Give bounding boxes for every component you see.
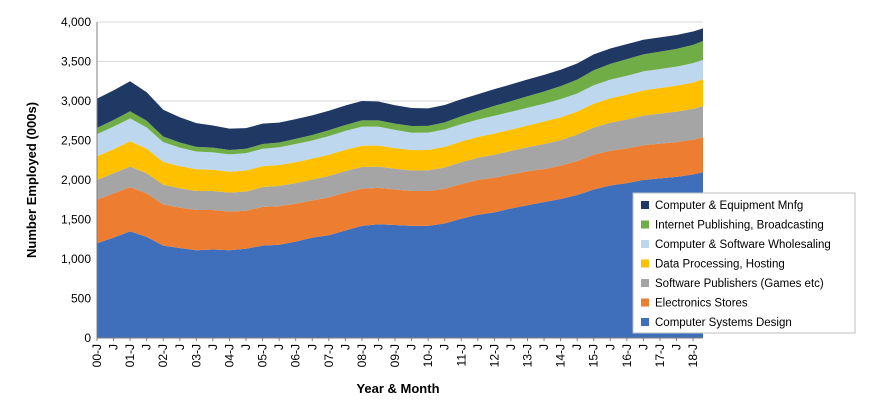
y-tick-label: 3,500 — [61, 55, 91, 69]
x-tick-label: J — [570, 344, 584, 350]
y-tick-labels: 0 500 1,000 1,500 2,000 2,500 3,000 3,500 4,000 — [61, 15, 91, 345]
area-series-3 — [97, 79, 703, 193]
x-tick-label: J — [636, 344, 650, 350]
x-tick-label: 00-J — [90, 344, 104, 367]
y-tick-label: 4,000 — [61, 15, 91, 29]
x-tick-label: J — [305, 344, 319, 350]
area-series-6 — [97, 28, 703, 150]
x-tick-label: 13-J — [520, 344, 534, 367]
legend-label: Internet Publishing, Broadcasting — [655, 220, 824, 232]
y-tick-label: 500 — [71, 292, 91, 306]
x-tick-label: 14-J — [554, 344, 568, 367]
x-tick-label: J — [670, 344, 684, 350]
y-tick-label: 1,000 — [61, 252, 91, 266]
x-tick-label: J — [504, 344, 518, 350]
legend-box — [632, 192, 856, 334]
x-tick-label: J — [338, 344, 352, 350]
x-tick-label: J — [173, 344, 187, 350]
x-tick-label: 02-J — [156, 344, 170, 367]
x-tick-label: J — [272, 344, 286, 350]
x-tick-label: J — [140, 344, 154, 350]
x-tick-label: 01-J — [123, 344, 137, 367]
y-tick-label: 2,500 — [61, 134, 91, 148]
legend-label: Computer Systems Design — [655, 317, 792, 329]
stacked-areas — [97, 28, 703, 338]
legend-swatch — [641, 240, 649, 248]
x-tick-label: 10-J — [421, 344, 435, 367]
x-tick-label: 18-J — [686, 344, 700, 367]
y-tick-label: 3,000 — [61, 94, 91, 108]
legend-swatch — [641, 318, 649, 326]
legend-swatch — [641, 298, 649, 307]
x-tick-label: J — [371, 344, 385, 350]
x-tick-label: 05-J — [256, 344, 270, 367]
axes — [96, 22, 703, 339]
legend-swatch — [641, 279, 649, 287]
x-tick-label: 09-J — [388, 344, 402, 367]
x-tick-label: 07-J — [322, 344, 336, 367]
x-tick-label: 15-J — [587, 344, 601, 367]
legend-label: Data Processing, Hosting — [655, 259, 785, 271]
legend-swatch — [641, 201, 649, 209]
legend-swatch — [641, 220, 649, 229]
x-tick-label: 12-J — [487, 344, 501, 367]
legend-label: Computer & Equipment Mnfg — [655, 200, 803, 212]
legend-swatch — [641, 259, 649, 268]
x-tick-label: J — [405, 344, 419, 350]
y-tick-label: 0 — [84, 331, 91, 345]
x-tick-label: 11-J — [454, 344, 468, 366]
x-tick-label: J — [107, 344, 121, 350]
x-axis-title: Year & Month — [356, 381, 439, 396]
x-tick-label: 06-J — [289, 344, 303, 367]
x-tick-label: J — [471, 344, 485, 350]
x-tick-label: J — [438, 344, 452, 350]
y-tick-label: 2,000 — [61, 173, 91, 187]
area-series-2 — [97, 106, 703, 212]
x-tick-label: 16-J — [620, 344, 634, 367]
x-tick-labels: 00-J J 01-J J 02-J J 03-J J 04-J J 05-J J 06-J J 07-J J… — [90, 338, 700, 367]
area-series-0 — [97, 172, 703, 338]
x-tick-label: J — [537, 344, 551, 350]
legend-label: Computer & Software Wholesaling — [655, 239, 831, 251]
legend: Computer & Equipment Mnfg Internet Publis… — [632, 192, 856, 334]
y-tick-label: 1,500 — [61, 213, 91, 227]
x-tick-label: 03-J — [189, 344, 203, 367]
legend-label: Electronics Stores — [655, 298, 748, 310]
x-tick-label: J — [206, 344, 220, 350]
x-tick-label: 04-J — [222, 344, 236, 367]
x-tick-label: J — [603, 344, 617, 350]
y-axis-title: Number Employed (000s) — [24, 102, 39, 258]
x-tick-label: 17-J — [653, 344, 667, 367]
x-tick-label: J — [239, 344, 253, 350]
area-series-1 — [97, 137, 703, 251]
x-tick-label: 08-J — [355, 344, 369, 367]
legend-label: Software Publishers (Games etc) — [655, 278, 824, 290]
